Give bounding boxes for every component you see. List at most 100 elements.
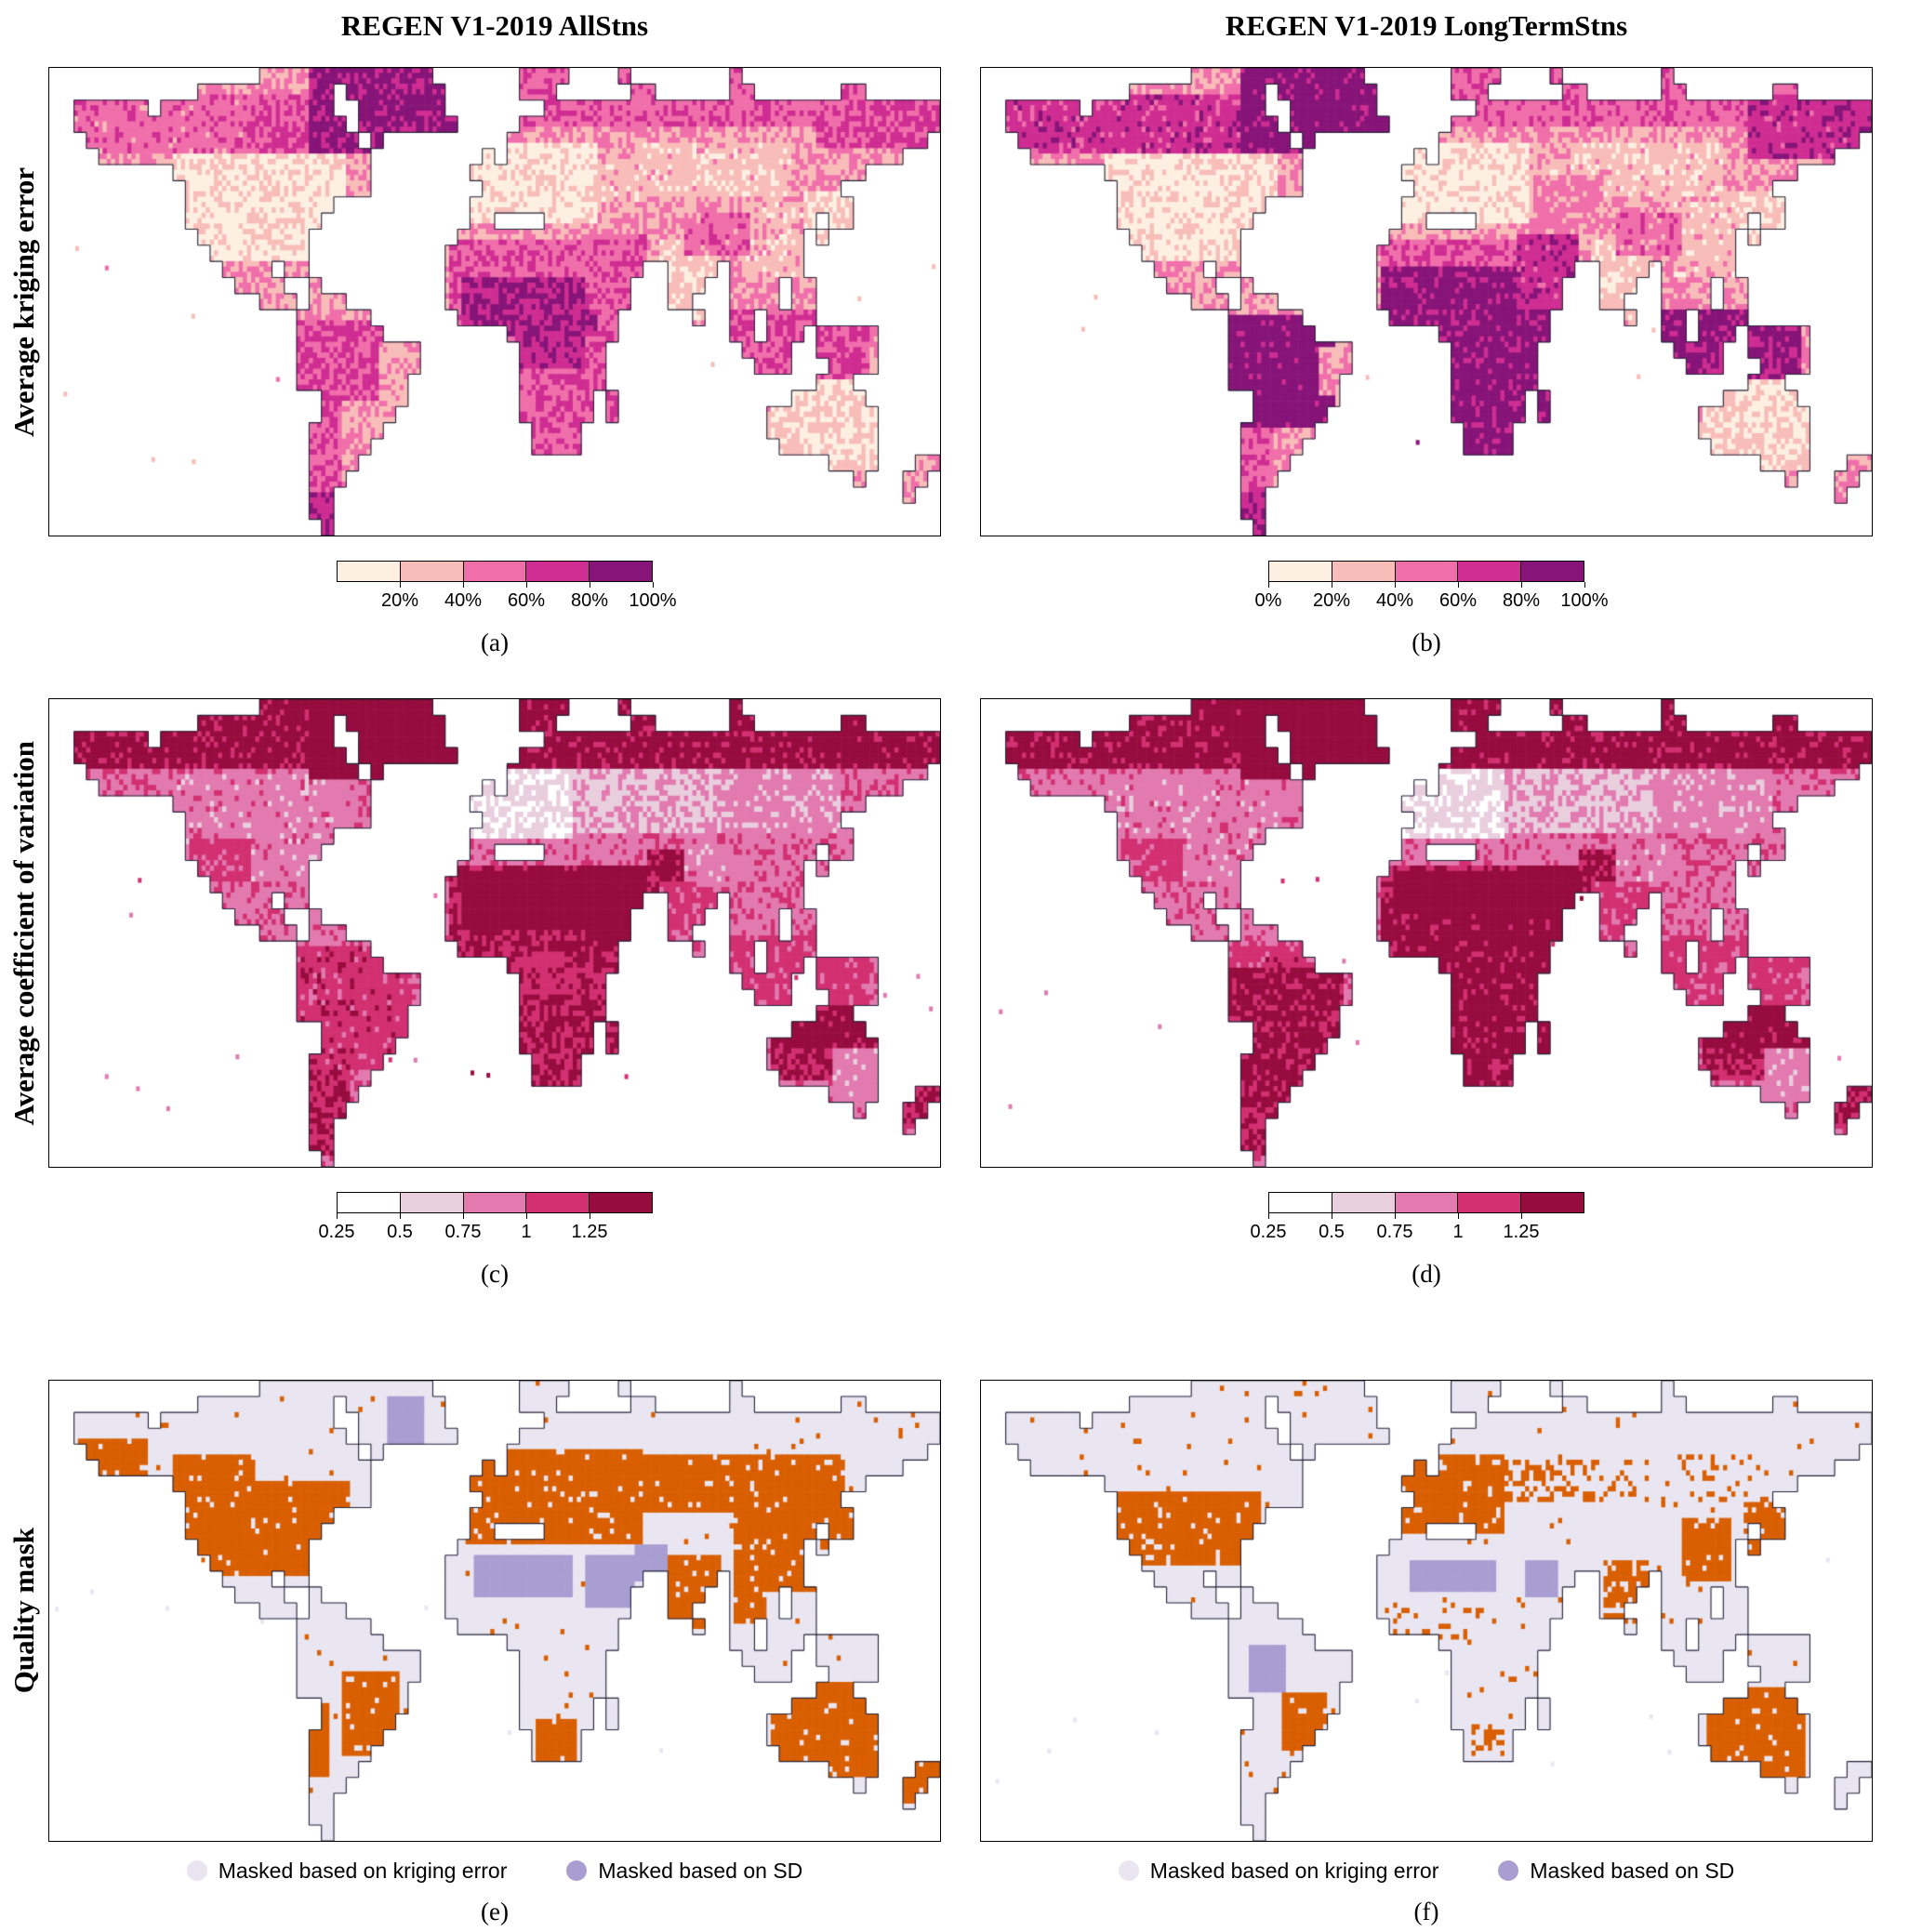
- colorbar-tick-mark: [653, 582, 654, 588]
- legend-label-sd-mask: Masked based on SD: [1530, 1858, 1735, 1883]
- colorbar-tick-label: 1.25: [571, 1222, 608, 1242]
- world-map-canvas-f: [981, 1381, 1872, 1841]
- caption-d: (d): [1412, 1260, 1441, 1288]
- legend-item-sd-mask: Masked based on SD: [566, 1859, 802, 1884]
- colorbar-tick-label: 0.25: [318, 1222, 355, 1242]
- colorbar-segment: [1520, 1193, 1584, 1212]
- caption-e: (e): [481, 1898, 509, 1925]
- legend-label-kriging-mask: Masked based on kriging error: [218, 1858, 508, 1883]
- colorbar-tick-mark: [1395, 1213, 1396, 1219]
- legend-dot-sd-mask: [1498, 1860, 1519, 1881]
- colorbar-a: [337, 561, 653, 582]
- colorbar-ticks-d: 0.25 0.5 0.75 1 1.25: [1251, 1213, 1584, 1247]
- legend-label-sd-mask: Masked based on SD: [598, 1858, 803, 1883]
- colorbar-tick-mark: [463, 582, 464, 588]
- column-title-longtermstns: REGEN V1-2019 LongTermStns: [1225, 9, 1628, 42]
- colorbar-segment: [1457, 562, 1521, 581]
- colorbar-segment: [399, 1193, 463, 1212]
- panel-e: Masked based on kriging error Masked bas…: [48, 1380, 941, 1926]
- colorbar-tick-mark: [463, 1213, 464, 1219]
- colorbar-segment: [338, 562, 400, 581]
- colorbar-segment: [399, 562, 463, 581]
- colorbar-tick-mark: [1268, 582, 1269, 588]
- colorbar-wrap-b: 0% 20% 40% 60% 80% 100%: [980, 561, 1873, 615]
- column-titles: REGEN V1-2019 AllStns REGEN V1-2019 Long…: [0, 9, 1922, 43]
- colorbar-tick-label: 100%: [629, 590, 677, 611]
- colorbar-tick-label: 0.5: [1319, 1222, 1345, 1242]
- legend-label-kriging-mask: Masked based on kriging error: [1149, 1858, 1439, 1883]
- colorbar-tick-label: 60%: [1438, 590, 1478, 611]
- caption-f: (f): [1413, 1898, 1439, 1925]
- legend-item-kriging-mask: Masked based on kriging error: [1118, 1858, 1439, 1884]
- colorbar-tick-mark: [400, 582, 401, 588]
- colorbar-tick-mark: [400, 1213, 401, 1219]
- colorbar-ticks-a: 20% 40% 60% 80% 100%: [337, 582, 677, 615]
- colorbar-tick-label: 0%: [1254, 590, 1282, 611]
- colorbar-tick-label: 60%: [507, 590, 546, 611]
- colorbar-segment: [525, 1193, 590, 1212]
- colorbar-tick-label: 0.75: [444, 1222, 482, 1242]
- map-box-e: [48, 1380, 941, 1842]
- colorbar-segment: [589, 1193, 652, 1212]
- colorbar-ticks-b: 0% 20% 40% 60% 80% 100%: [1255, 582, 1609, 615]
- panel-f: Masked based on kriging error Masked bas…: [980, 1380, 1873, 1926]
- legend-dot-sd-mask: [566, 1860, 588, 1881]
- row-label-wrap: Average kriging error: [0, 67, 48, 536]
- column-title-allstns: REGEN V1-2019 AllStns: [340, 9, 649, 42]
- colorbar-tick-label: 40%: [1375, 590, 1414, 611]
- colorbar-tick-mark: [526, 582, 527, 588]
- colorbar-segment: [1394, 562, 1458, 581]
- colorbar-tick-label: 100%: [1560, 590, 1609, 611]
- colorbar-tick-mark: [1268, 1213, 1269, 1219]
- colorbar-segment: [338, 1193, 400, 1212]
- map-box-a: [48, 67, 941, 536]
- panel-d: 0.25 0.5 0.75 1 1.25 (d): [980, 698, 1873, 1289]
- colorbar-c: [337, 1192, 653, 1213]
- colorbar-wrap-a: 20% 40% 60% 80% 100%: [48, 561, 941, 615]
- colorbar-tick-mark: [1521, 582, 1522, 588]
- map-box-d: [980, 698, 1873, 1168]
- colorbar-tick-label: 1.25: [1503, 1222, 1540, 1242]
- map-box-b: [980, 67, 1873, 536]
- colorbar-wrap-d: 0.25 0.5 0.75 1 1.25: [980, 1192, 1873, 1247]
- colorbar-tick-label: 0.25: [1250, 1222, 1287, 1242]
- colorbar-tick-label: 20%: [1312, 590, 1351, 611]
- colorbar-tick-mark: [1584, 582, 1585, 588]
- colorbar-tick-label: 20%: [380, 590, 419, 611]
- row-label-quality-mask: Quality mask: [7, 1528, 40, 1694]
- caption-c: (c): [481, 1260, 509, 1288]
- colorbar-tick-mark: [1395, 582, 1396, 588]
- colorbar-segment: [462, 562, 526, 581]
- colorbar-tick-label: 1: [1452, 1222, 1464, 1242]
- row-kriging-error: Average kriging error 20% 40% 60% 80% 100% (…: [0, 67, 1922, 657]
- colorbar-segment: [589, 562, 652, 581]
- colorbar-tick-mark: [1458, 1213, 1459, 1219]
- row-label-kriging-error: Average kriging error: [7, 166, 40, 437]
- legend-item-sd-mask: Masked based on SD: [1498, 1859, 1734, 1884]
- panel-b: 0% 20% 40% 60% 80% 100% (b): [980, 67, 1873, 657]
- colorbar-wrap-c: 0.25 0.5 0.75 1 1.25: [48, 1192, 941, 1247]
- row-label-coefficient-of-variation: Average coefficient of variation: [7, 740, 40, 1126]
- colorbar-segment: [462, 1193, 526, 1212]
- legend-dot-kriging-mask: [186, 1860, 207, 1881]
- colorbar-segment: [1269, 562, 1332, 581]
- world-map-canvas-e: [49, 1381, 940, 1841]
- row-label-wrap: Average coefficient of variation: [0, 698, 48, 1168]
- world-map-canvas-d: [981, 699, 1872, 1167]
- colorbar-tick-mark: [526, 1213, 527, 1219]
- map-box-c: [48, 698, 941, 1168]
- colorbar-segment: [1520, 562, 1584, 581]
- colorbar-segment: [1331, 562, 1395, 581]
- colorbar-segment: [1331, 1193, 1395, 1212]
- colorbar-tick-label: 80%: [1502, 590, 1541, 611]
- colorbar-tick-label: 0.75: [1376, 1222, 1413, 1242]
- colorbar-segment: [1394, 1193, 1458, 1212]
- colorbar-b: [1268, 561, 1584, 582]
- colorbar-segment: [1269, 1193, 1332, 1212]
- caption-b: (b): [1412, 629, 1441, 656]
- row-coefficient-of-variation: Average coefficient of variation 0.25 0.5…: [0, 698, 1922, 1289]
- caption-a: (a): [481, 629, 509, 656]
- world-map-canvas-b: [981, 68, 1872, 536]
- colorbar-tick-mark: [1458, 582, 1459, 588]
